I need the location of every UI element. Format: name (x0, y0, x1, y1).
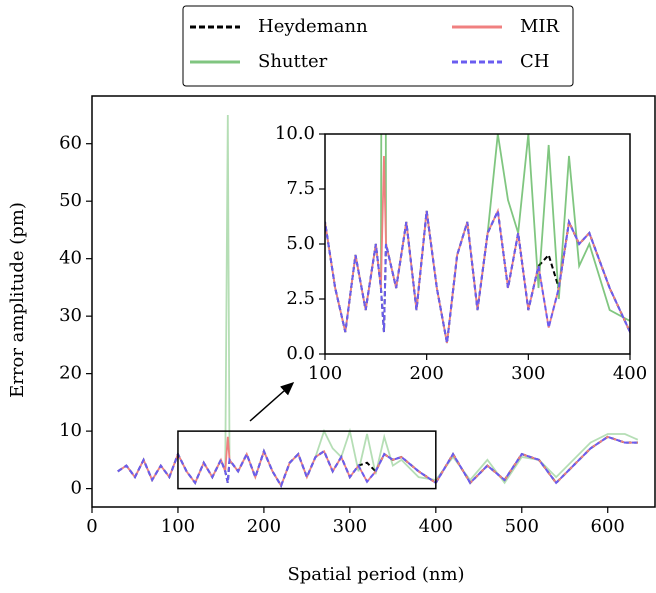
x-tick-label: 0 (86, 516, 97, 537)
plot-area (117, 114, 639, 489)
x-tick-label: 300 (511, 363, 545, 384)
x-tick-label: 400 (613, 363, 647, 384)
y-tick-label: 7.5 (286, 178, 315, 199)
y-tick-label: 10 (59, 420, 82, 441)
y-tick-label: 10.0 (275, 123, 315, 144)
y-tick-label: 40 (59, 248, 82, 269)
series-line (117, 435, 638, 489)
x-tick-label: 600 (591, 516, 625, 537)
legend-label: CH (520, 51, 549, 72)
legend-label: MIR (520, 16, 560, 37)
y-tick-label: 2.5 (286, 288, 315, 309)
legend-label: Shutter (258, 51, 328, 72)
y-tick-label: 0 (71, 478, 82, 499)
inset-arrow (249, 382, 295, 422)
inset-region (177, 430, 437, 490)
x-tick-label: 100 (161, 516, 195, 537)
x-tick-label: 200 (409, 363, 443, 384)
axes-frame (91, 95, 656, 508)
y-tick-label: 30 (59, 305, 82, 326)
legend-label: Heydemann (258, 16, 368, 37)
x-tick-label: 400 (419, 516, 453, 537)
plot-area (325, 134, 630, 344)
x-tick-label: 500 (505, 516, 539, 537)
y-tick-label: 50 (59, 190, 82, 211)
series-line (325, 207, 630, 344)
legend-box (182, 5, 574, 87)
x-axis-label: Spatial period (nm) (287, 564, 464, 585)
inset-bg (325, 134, 630, 354)
x-tick-label: 100 (308, 363, 342, 384)
x-tick-label: 300 (333, 516, 367, 537)
y-tick-label: 5.0 (286, 233, 315, 254)
x-tick-label: 200 (247, 516, 281, 537)
y-tick-label: 0.0 (286, 343, 315, 364)
y-tick-label: 20 (59, 363, 82, 384)
y-axis-label: Error amplitude (pm) (7, 202, 28, 398)
y-tick-label: 60 (59, 133, 82, 154)
